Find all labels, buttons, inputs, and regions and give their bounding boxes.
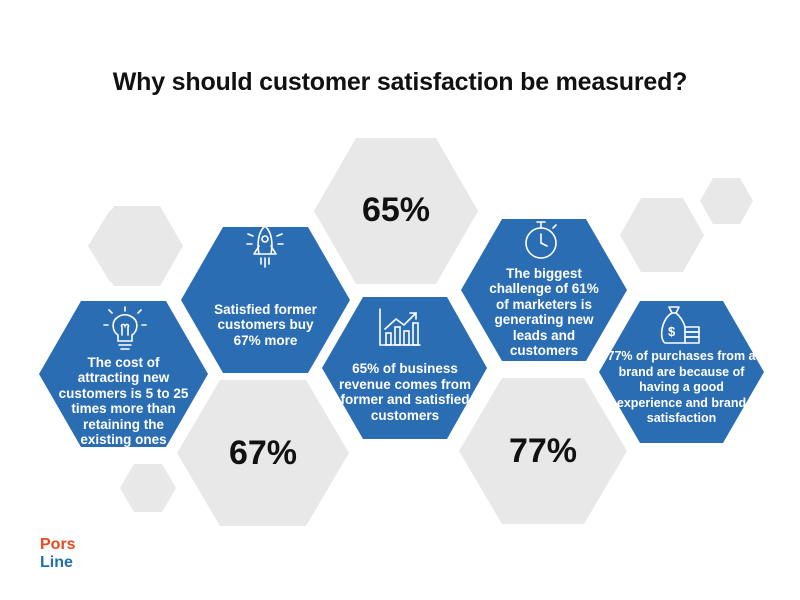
stopwatch-icon: [525, 221, 557, 259]
stat-hexagon-77: [459, 378, 627, 524]
stat-67: 67%: [228, 434, 298, 472]
lightbulb-icon: [103, 306, 147, 350]
stat-hexagon-65: [314, 138, 478, 284]
rocket-icon: [246, 225, 284, 268]
fact-text-leads: The biggest challenge of 61% of marketer…: [489, 265, 599, 359]
decorative-hexagon: [700, 178, 753, 224]
fact-text-cost: The cost of attracting new customers is …: [58, 354, 189, 448]
decorative-hexagon: [620, 198, 704, 272]
fact-hexagon-leads: [461, 219, 627, 361]
page-title: Why should customer satisfaction be meas…: [112, 68, 688, 96]
fact-hexagon-revenue: [322, 297, 487, 439]
decorative-hexagon: [91, 206, 183, 286]
fact-text-buy-more: Satisfied former customers buy 67% more: [214, 301, 317, 348]
fact-hexagon-cost: [39, 301, 208, 447]
fact-text-revenue: 65% of business revenue comes from forme…: [338, 361, 472, 423]
decorative-hexagon: [120, 464, 176, 512]
growth-chart-icon: [379, 308, 421, 346]
fact-text-purchases: 77% of purchases from a brand are becaus…: [607, 349, 756, 426]
stat-hexagon-67: [177, 380, 349, 526]
logo-word-2: Line: [40, 554, 73, 571]
logo-word-1: Pors: [40, 536, 76, 553]
fact-hexagon-purchases: [599, 301, 764, 443]
money-bag-icon: $: [660, 306, 700, 344]
stat-65: 65%: [361, 191, 431, 229]
svg-text:$: $: [668, 324, 676, 339]
fact-hexagon-buy-more: [181, 227, 350, 373]
stat-77: 77%: [508, 432, 578, 470]
porsline-logo: Pors Line: [40, 536, 76, 572]
